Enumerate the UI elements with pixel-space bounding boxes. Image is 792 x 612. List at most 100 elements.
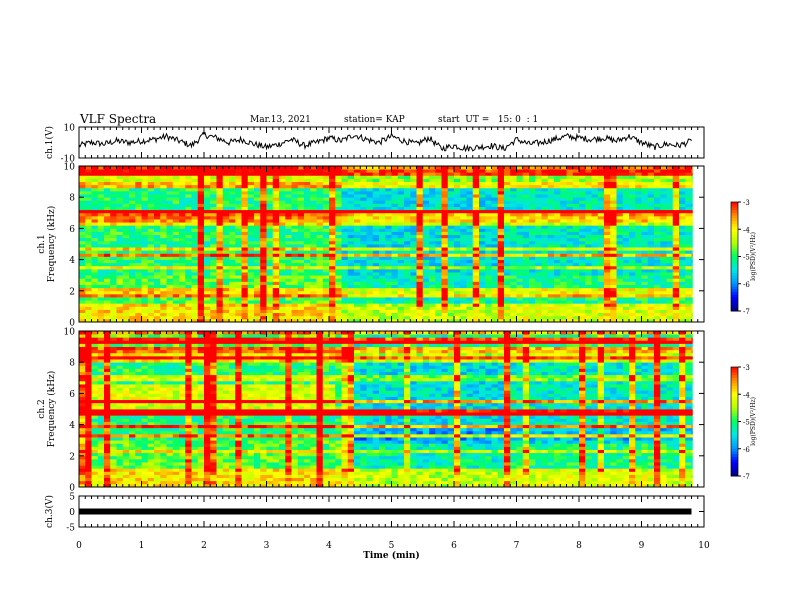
spectrogram-cell bbox=[91, 190, 99, 195]
spectrogram-cell bbox=[460, 175, 467, 179]
spectrogram-cell bbox=[260, 172, 267, 176]
spectrogram-cell bbox=[279, 312, 286, 317]
spectrogram-cell bbox=[622, 259, 630, 264]
spectrogram-cell bbox=[641, 318, 649, 323]
spectrogram-cell bbox=[522, 166, 530, 170]
spectrogram-cell bbox=[672, 259, 680, 264]
spectrogram-cell bbox=[447, 262, 455, 267]
spectrogram-cell bbox=[354, 272, 361, 276]
spectrogram-cell bbox=[441, 181, 449, 186]
spectrogram-cell bbox=[97, 262, 105, 267]
spectrogram-cell bbox=[472, 231, 480, 236]
spectrogram-cell bbox=[497, 234, 505, 239]
spectrogram-cell bbox=[316, 312, 324, 317]
spectrogram-cell bbox=[279, 281, 286, 285]
spectrogram-cell bbox=[197, 290, 205, 295]
spectrogram-cell bbox=[560, 306, 567, 310]
spectrogram-cell bbox=[641, 312, 649, 317]
spectrogram-cell bbox=[79, 253, 86, 257]
spectrogram-cell bbox=[416, 297, 424, 301]
spectrogram-cell bbox=[322, 178, 330, 182]
spectrogram-cell bbox=[222, 284, 230, 289]
spectrogram-cell bbox=[229, 228, 236, 232]
spectrogram-cell bbox=[666, 212, 674, 217]
spectrogram-cell bbox=[479, 312, 486, 317]
spectrogram-cell bbox=[129, 287, 136, 292]
spectrogram-cell bbox=[285, 268, 292, 273]
spectrogram-cell bbox=[429, 284, 436, 289]
spectrogram-cell bbox=[604, 222, 611, 226]
spectrogram-cell bbox=[585, 312, 592, 317]
spectrogram-cell bbox=[360, 290, 367, 295]
spectrogram-cell bbox=[172, 247, 180, 251]
spectrogram-cell bbox=[160, 178, 167, 182]
spectrogram-cell bbox=[79, 306, 86, 310]
spectrogram-cell bbox=[610, 181, 617, 186]
spectrogram-cell bbox=[316, 247, 324, 251]
spectrogram-cell bbox=[641, 200, 649, 204]
spectrogram-cell bbox=[491, 219, 499, 223]
spectrogram-cell bbox=[172, 187, 180, 192]
spectrogram-cell bbox=[247, 262, 255, 267]
spectrogram-cell bbox=[372, 228, 380, 232]
spectrogram-cell bbox=[166, 287, 174, 292]
spectrogram-cell bbox=[341, 300, 349, 304]
spectrogram-cell bbox=[191, 303, 199, 307]
spectrogram-cell bbox=[504, 278, 511, 282]
spectrogram-cell bbox=[604, 212, 611, 217]
spectrogram-cell bbox=[310, 215, 317, 220]
spectrogram-cell bbox=[385, 300, 392, 304]
spectrogram-cell bbox=[572, 206, 580, 211]
spectrogram-cell bbox=[204, 275, 211, 279]
spectrogram-cell bbox=[516, 272, 524, 276]
spectrogram-cell bbox=[191, 178, 199, 182]
spectrogram-cell bbox=[629, 228, 636, 232]
spectrogram-cell bbox=[635, 169, 642, 173]
spectrogram-cell bbox=[616, 184, 624, 189]
spectrogram-cell bbox=[491, 281, 499, 285]
spectrogram-cell bbox=[116, 287, 124, 292]
spectrogram-cell bbox=[341, 222, 349, 226]
spectrogram-cell bbox=[391, 222, 399, 226]
spectrogram-cell bbox=[329, 215, 336, 220]
spectrogram-cell bbox=[379, 212, 386, 217]
spectrogram-cell bbox=[391, 306, 399, 310]
spectrogram-cell bbox=[329, 300, 336, 304]
spectrogram-cell bbox=[360, 318, 367, 323]
spectrogram-cell bbox=[522, 284, 530, 289]
spectrogram-cell bbox=[116, 203, 124, 207]
spectrogram-cell bbox=[322, 281, 330, 285]
spectrogram-cell bbox=[616, 318, 624, 323]
spectrogram-cell bbox=[666, 187, 674, 192]
spectrogram-cell bbox=[347, 278, 355, 282]
spectrogram-cell bbox=[535, 262, 542, 267]
spectrogram-cell bbox=[547, 194, 555, 198]
spectrogram-cell bbox=[479, 275, 486, 279]
spectrogram-cell bbox=[560, 265, 567, 270]
spectrogram-cell bbox=[629, 318, 636, 323]
spectrogram-cell bbox=[241, 240, 249, 245]
spectrogram-cell bbox=[354, 256, 361, 260]
spectrogram-cell bbox=[629, 297, 636, 301]
spectrogram-cell bbox=[541, 212, 549, 217]
spectrogram-cell bbox=[560, 247, 567, 251]
spectrogram-cell bbox=[291, 225, 299, 229]
spectrogram-cell bbox=[572, 253, 580, 257]
spectrogram-cell bbox=[235, 181, 242, 186]
spectrogram-cell bbox=[316, 297, 324, 301]
spectrogram-cell bbox=[185, 306, 192, 310]
spectrogram-cell bbox=[597, 297, 605, 301]
spectrogram-cell bbox=[341, 181, 349, 186]
spectrogram-cell bbox=[591, 278, 599, 282]
spectrogram-cell bbox=[116, 268, 124, 273]
spectrogram-cell bbox=[472, 225, 480, 229]
spectrogram-cell bbox=[347, 244, 355, 248]
spectrogram-cell bbox=[216, 290, 224, 295]
spectrogram-cell bbox=[591, 309, 599, 314]
spectrogram-cell bbox=[547, 203, 555, 207]
spectrogram-cell bbox=[447, 297, 455, 301]
spectrogram-cell bbox=[479, 300, 486, 304]
spectrogram-cell bbox=[541, 190, 549, 195]
spectrogram-cell bbox=[429, 318, 436, 323]
spectrogram-cell bbox=[166, 215, 174, 220]
